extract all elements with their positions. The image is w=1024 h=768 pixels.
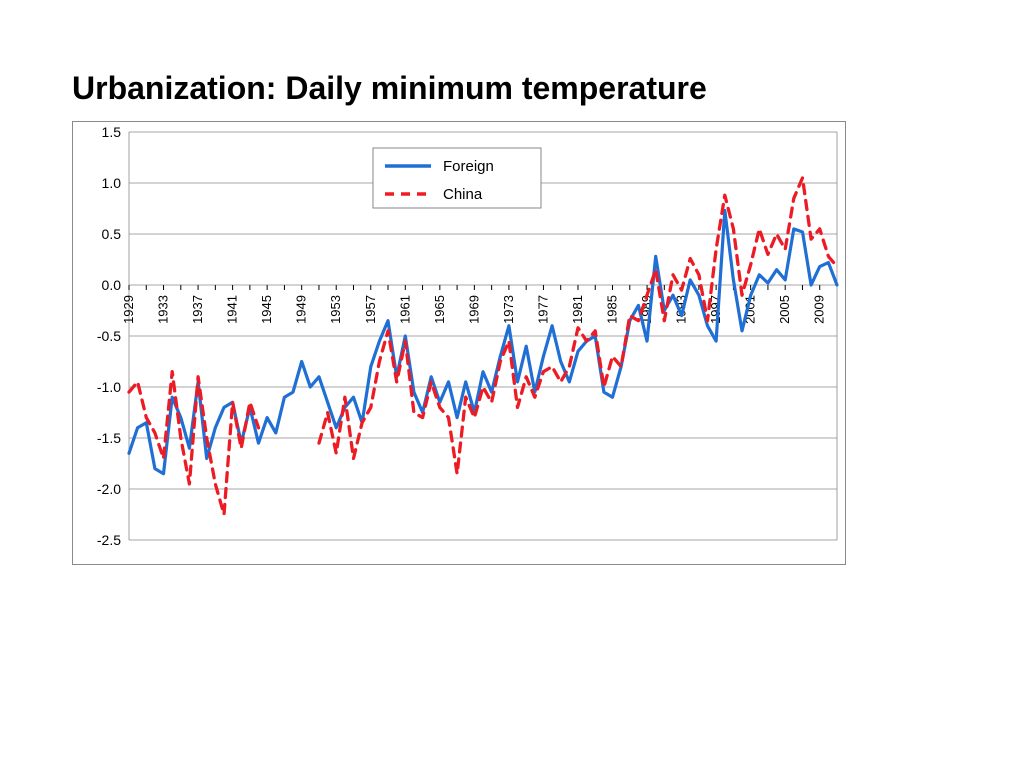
x-tick-label: 1953 xyxy=(328,295,343,324)
x-tick-label: 1981 xyxy=(570,295,585,324)
legend-label: Foreign xyxy=(443,158,494,175)
y-tick-label: -1.0 xyxy=(97,379,121,395)
x-tick-label: 1961 xyxy=(397,295,412,324)
y-tick-label: -2.0 xyxy=(97,481,121,497)
chart-svg: -2.5 -2.0 -1.5 -1.0 -0.5 0.0 0.5 1.0 1.5 1929 1933… xyxy=(73,122,845,564)
x-tick-label: 1949 xyxy=(294,295,309,324)
x-tick-label: 1965 xyxy=(432,295,447,324)
x-tick-label: 1985 xyxy=(605,295,620,324)
y-tick-label: -1.5 xyxy=(97,430,121,446)
series-foreign xyxy=(129,211,837,474)
x-tick-label: 1945 xyxy=(259,295,274,324)
page-title: Urbanization: Daily minimum temperature xyxy=(72,70,964,107)
y-tick-label: 1.5 xyxy=(102,124,122,140)
x-tick-label: 1977 xyxy=(535,295,550,324)
y-tick-label: 0.0 xyxy=(102,277,122,293)
x-tick-label: 1957 xyxy=(363,295,378,324)
y-tick-label: 0.5 xyxy=(102,226,122,242)
x-tick-label: 1929 xyxy=(121,295,136,324)
y-tick-label: 1.0 xyxy=(102,175,122,191)
legend-label: China xyxy=(443,186,483,203)
y-tick-label: -2.5 xyxy=(97,532,121,548)
series-china xyxy=(319,178,837,474)
x-tick-label: 2009 xyxy=(812,295,827,324)
x-tick-label: 2005 xyxy=(777,295,792,324)
x-tick-label: 1969 xyxy=(466,295,481,324)
x-tick-label: 1933 xyxy=(156,295,171,324)
y-tick-label: -0.5 xyxy=(97,328,121,344)
temperature-chart: -2.5 -2.0 -1.5 -1.0 -0.5 0.0 0.5 1.0 1.5 1929 1933… xyxy=(72,121,846,565)
x-tick-label: 1973 xyxy=(501,295,516,324)
x-tick-label: 1941 xyxy=(225,295,240,324)
x-tick-label: 1937 xyxy=(190,295,205,324)
series-china xyxy=(129,372,259,515)
